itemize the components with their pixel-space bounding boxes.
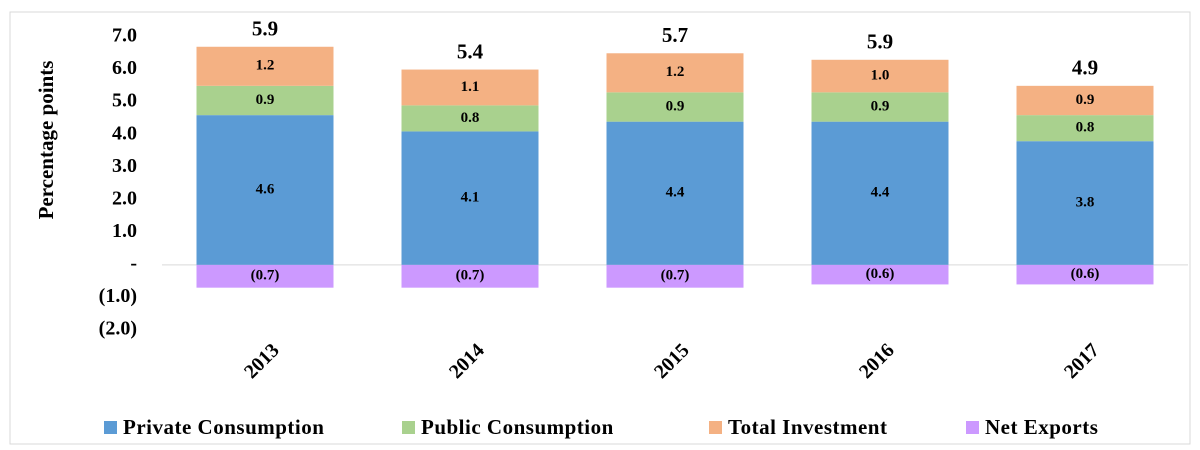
bar-segment xyxy=(606,264,744,288)
bar-segment xyxy=(1016,85,1154,116)
y-tick-label: (1.0) xyxy=(99,285,137,307)
bar-segment xyxy=(1016,115,1154,142)
y-tick-label: 6.0 xyxy=(112,57,137,79)
data-label: 0.8 xyxy=(1076,120,1095,136)
data-label: 0.9 xyxy=(666,98,685,114)
bar-segment xyxy=(811,264,949,285)
chart-border xyxy=(9,11,1191,445)
legend-label: Net Exports xyxy=(985,415,1098,439)
bar-segment xyxy=(606,92,744,122)
legend-label: Public Consumption xyxy=(421,415,614,439)
data-label: 1.2 xyxy=(256,58,275,74)
total-label: 5.9 xyxy=(867,30,893,54)
y-tick-label: 2.0 xyxy=(112,187,137,209)
data-label: (0.7) xyxy=(456,268,485,284)
bar-segment xyxy=(196,264,334,288)
bar-segment xyxy=(1016,264,1154,285)
bar-segment xyxy=(606,53,744,93)
bar-segment xyxy=(401,105,539,132)
bar-segment xyxy=(1016,141,1154,265)
x-tick-label: 2013 xyxy=(240,339,284,383)
total-label: 5.4 xyxy=(457,39,484,63)
bar-segment xyxy=(811,59,949,93)
data-label: 1.2 xyxy=(666,64,685,80)
data-label: 4.6 xyxy=(256,181,275,197)
data-label: 0.9 xyxy=(256,92,275,108)
total-label: 5.9 xyxy=(252,17,278,41)
legend-swatch xyxy=(709,421,722,434)
x-tick-label: 2014 xyxy=(445,339,489,383)
data-label: 0.8 xyxy=(461,110,480,126)
data-label: 4.1 xyxy=(461,190,480,206)
data-label: (0.7) xyxy=(251,268,280,284)
data-label: 1.1 xyxy=(461,79,480,95)
y-axis-title: Percentage points xyxy=(34,61,58,220)
data-label: 0.9 xyxy=(871,98,890,114)
data-label: (0.7) xyxy=(661,268,690,284)
y-tick-label: 1.0 xyxy=(112,220,137,242)
bar-segment xyxy=(196,115,334,265)
bar-segment xyxy=(811,92,949,122)
bar-segment xyxy=(401,264,539,288)
bar-segment xyxy=(401,131,539,265)
x-tick-label: 2015 xyxy=(650,339,694,383)
y-tick-label: (2.0) xyxy=(99,318,137,340)
y-tick-label: 5.0 xyxy=(112,90,137,112)
data-label: 0.9 xyxy=(1076,92,1095,108)
data-label: (0.6) xyxy=(866,266,895,282)
bar-segment xyxy=(401,69,539,106)
legend-swatch xyxy=(104,421,117,434)
data-label: 4.4 xyxy=(871,185,890,201)
legend-label: Private Consumption xyxy=(123,415,324,439)
legend-swatch xyxy=(966,421,979,434)
bar-segment xyxy=(196,85,334,116)
x-tick-label: 2017 xyxy=(1060,339,1104,383)
data-label: 4.4 xyxy=(666,185,685,201)
y-tick-label: 7.0 xyxy=(112,25,137,47)
legend-label: Total Investment xyxy=(728,415,887,439)
bar-segment xyxy=(196,46,334,86)
x-tick-label: 2016 xyxy=(855,339,899,383)
y-tick-label: 3.0 xyxy=(112,155,137,177)
bar-segment xyxy=(606,121,744,265)
total-label: 4.9 xyxy=(1072,56,1098,80)
data-label: 1.0 xyxy=(871,68,890,84)
data-label: 3.8 xyxy=(1076,194,1095,210)
data-label: (0.6) xyxy=(1071,266,1100,282)
bar-segment xyxy=(811,121,949,265)
y-tick-label: 4.0 xyxy=(112,122,137,144)
legend-swatch xyxy=(402,421,415,434)
y-tick-label: - xyxy=(130,252,137,274)
total-label: 5.7 xyxy=(662,23,688,47)
